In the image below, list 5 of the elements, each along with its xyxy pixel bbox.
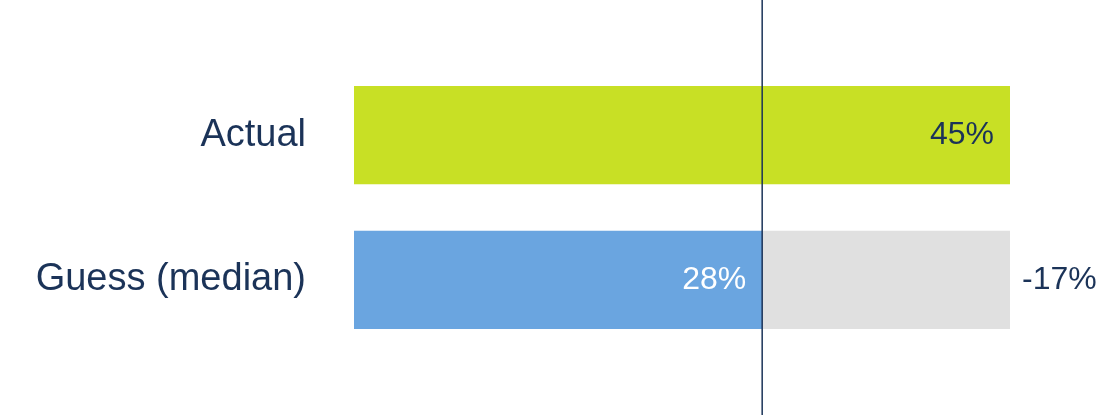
data-label: 28% [682, 259, 747, 296]
data-label: 45% [929, 114, 994, 151]
annotation: -17% [1022, 259, 1097, 296]
y-tick-label: Guess (median) [35, 256, 306, 299]
y-tick-label: Actual [200, 111, 306, 154]
